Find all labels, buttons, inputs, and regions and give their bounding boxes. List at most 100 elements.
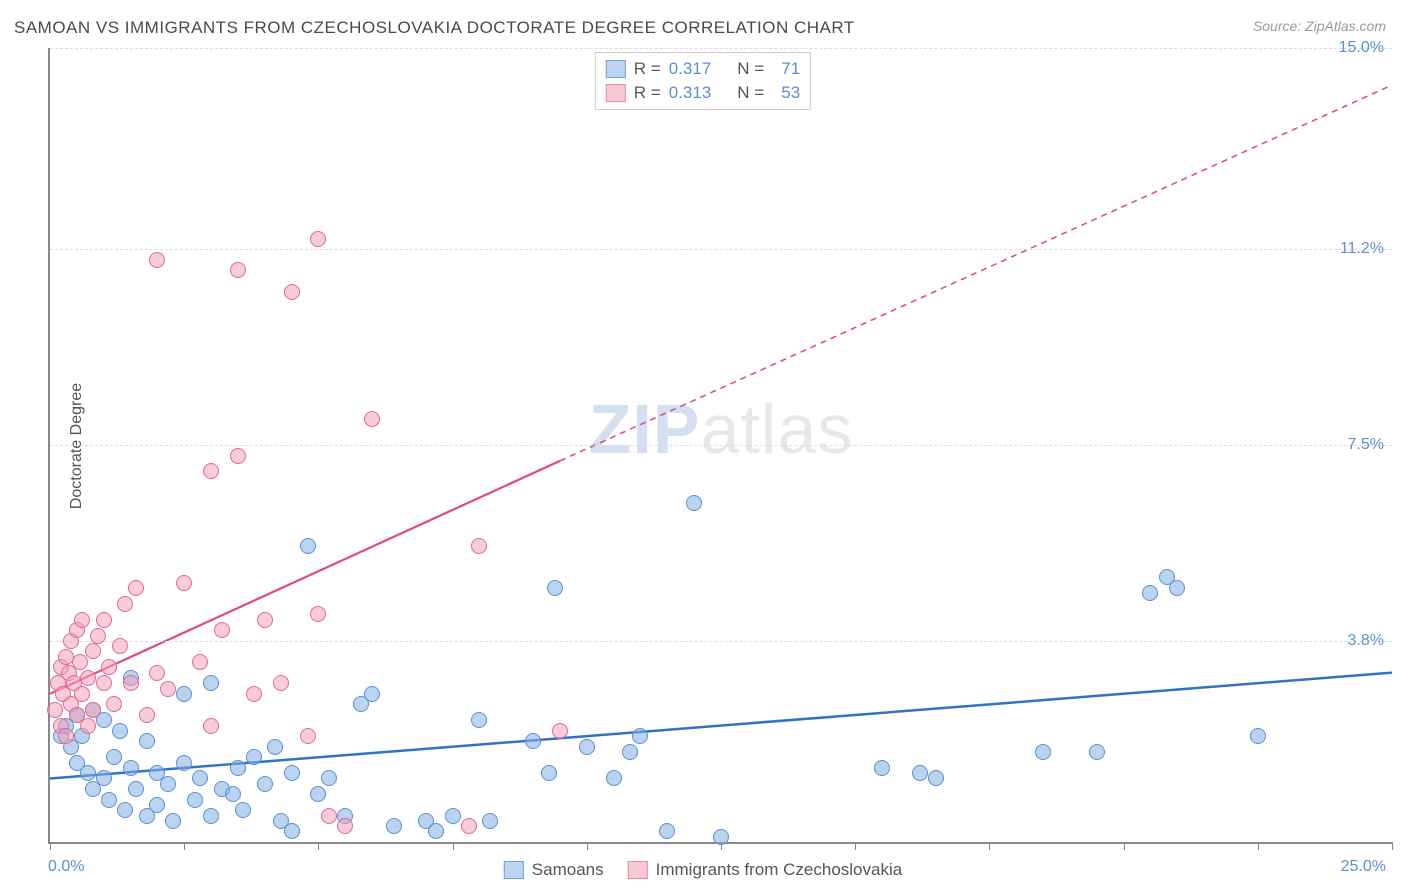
n-value: 53	[772, 83, 800, 103]
scatter-point	[246, 749, 262, 765]
r-label: R =	[634, 59, 661, 79]
scatter-point	[321, 808, 337, 824]
scatter-point	[80, 765, 96, 781]
scatter-point	[128, 781, 144, 797]
scatter-point	[96, 675, 112, 691]
stats-legend-row: R = 0.317 N = 71	[606, 57, 800, 81]
scatter-point	[203, 718, 219, 734]
scatter-point	[160, 776, 176, 792]
y-tick-label: 7.5%	[1348, 436, 1384, 454]
scatter-point	[364, 411, 380, 427]
y-tick-label: 11.2%	[1340, 240, 1384, 258]
scatter-point	[547, 580, 563, 596]
scatter-point	[1142, 585, 1158, 601]
scatter-point	[912, 765, 928, 781]
scatter-point	[246, 686, 262, 702]
scatter-point	[74, 612, 90, 628]
x-tick	[1124, 842, 1125, 850]
scatter-point	[225, 786, 241, 802]
scatter-point	[310, 606, 326, 622]
scatter-point	[310, 786, 326, 802]
scatter-point	[364, 686, 380, 702]
scatter-point	[928, 770, 944, 786]
scatter-point	[482, 813, 498, 829]
x-min-label: 0.0%	[48, 858, 84, 876]
gridline	[50, 445, 1392, 446]
source-label: Source: ZipAtlas.com	[1253, 18, 1386, 34]
x-tick	[184, 842, 185, 850]
correlation-chart: SAMOAN VS IMMIGRANTS FROM CZECHOSLOVAKIA…	[0, 0, 1406, 892]
scatter-point	[85, 643, 101, 659]
scatter-point	[284, 284, 300, 300]
scatter-point	[101, 792, 117, 808]
scatter-point	[96, 612, 112, 628]
scatter-point	[72, 654, 88, 670]
scatter-point	[165, 813, 181, 829]
scatter-point	[300, 538, 316, 554]
scatter-point	[106, 696, 122, 712]
scatter-point	[106, 749, 122, 765]
chart-title: SAMOAN VS IMMIGRANTS FROM CZECHOSLOVAKIA…	[14, 18, 855, 38]
scatter-point	[85, 702, 101, 718]
y-tick-label: 15.0%	[1339, 39, 1384, 57]
scatter-point	[112, 723, 128, 739]
scatter-point	[552, 723, 568, 739]
watermark: ZIPatlas	[589, 389, 854, 469]
legend-label: Immigrants from Czechoslovakia	[656, 860, 903, 880]
scatter-point	[74, 686, 90, 702]
scatter-point	[80, 718, 96, 734]
x-tick	[50, 842, 51, 850]
scatter-point	[149, 665, 165, 681]
x-tick	[855, 842, 856, 850]
r-value: 0.313	[669, 83, 712, 103]
scatter-point	[321, 770, 337, 786]
scatter-point	[117, 802, 133, 818]
scatter-point	[112, 638, 128, 654]
scatter-point	[471, 712, 487, 728]
series-legend: Samoans Immigrants from Czechoslovakia	[504, 860, 902, 880]
scatter-point	[471, 538, 487, 554]
scatter-point	[101, 659, 117, 675]
scatter-point	[273, 675, 289, 691]
scatter-point	[686, 495, 702, 511]
n-label: N =	[737, 59, 764, 79]
scatter-point	[386, 818, 402, 834]
scatter-point	[230, 760, 246, 776]
scatter-point	[149, 797, 165, 813]
legend-label: Samoans	[532, 860, 604, 880]
scatter-point	[160, 681, 176, 697]
scatter-point	[445, 808, 461, 824]
scatter-point	[461, 818, 477, 834]
scatter-point	[541, 765, 557, 781]
legend-item: Samoans	[504, 860, 604, 880]
r-value: 0.317	[669, 59, 712, 79]
scatter-point	[117, 596, 133, 612]
scatter-point	[267, 739, 283, 755]
scatter-point	[300, 728, 316, 744]
scatter-point	[203, 463, 219, 479]
r-label: R =	[634, 83, 661, 103]
stats-legend: R = 0.317 N = 71 R = 0.313 N = 53	[595, 52, 811, 110]
scatter-point	[284, 823, 300, 839]
scatter-point	[257, 612, 273, 628]
legend-swatch	[606, 60, 626, 78]
scatter-point	[1169, 580, 1185, 596]
stats-legend-row: R = 0.313 N = 53	[606, 81, 800, 105]
scatter-point	[47, 702, 63, 718]
scatter-point	[123, 760, 139, 776]
n-value: 71	[772, 59, 800, 79]
scatter-point	[176, 755, 192, 771]
scatter-point	[187, 792, 203, 808]
scatter-point	[192, 770, 208, 786]
x-max-label: 25.0%	[1341, 858, 1386, 876]
gridline	[50, 48, 1392, 49]
scatter-point	[1035, 744, 1051, 760]
scatter-point	[90, 628, 106, 644]
x-tick	[587, 842, 588, 850]
scatter-point	[149, 252, 165, 268]
scatter-point	[123, 675, 139, 691]
scatter-point	[284, 765, 300, 781]
scatter-point	[579, 739, 595, 755]
scatter-point	[230, 448, 246, 464]
scatter-point	[310, 231, 326, 247]
